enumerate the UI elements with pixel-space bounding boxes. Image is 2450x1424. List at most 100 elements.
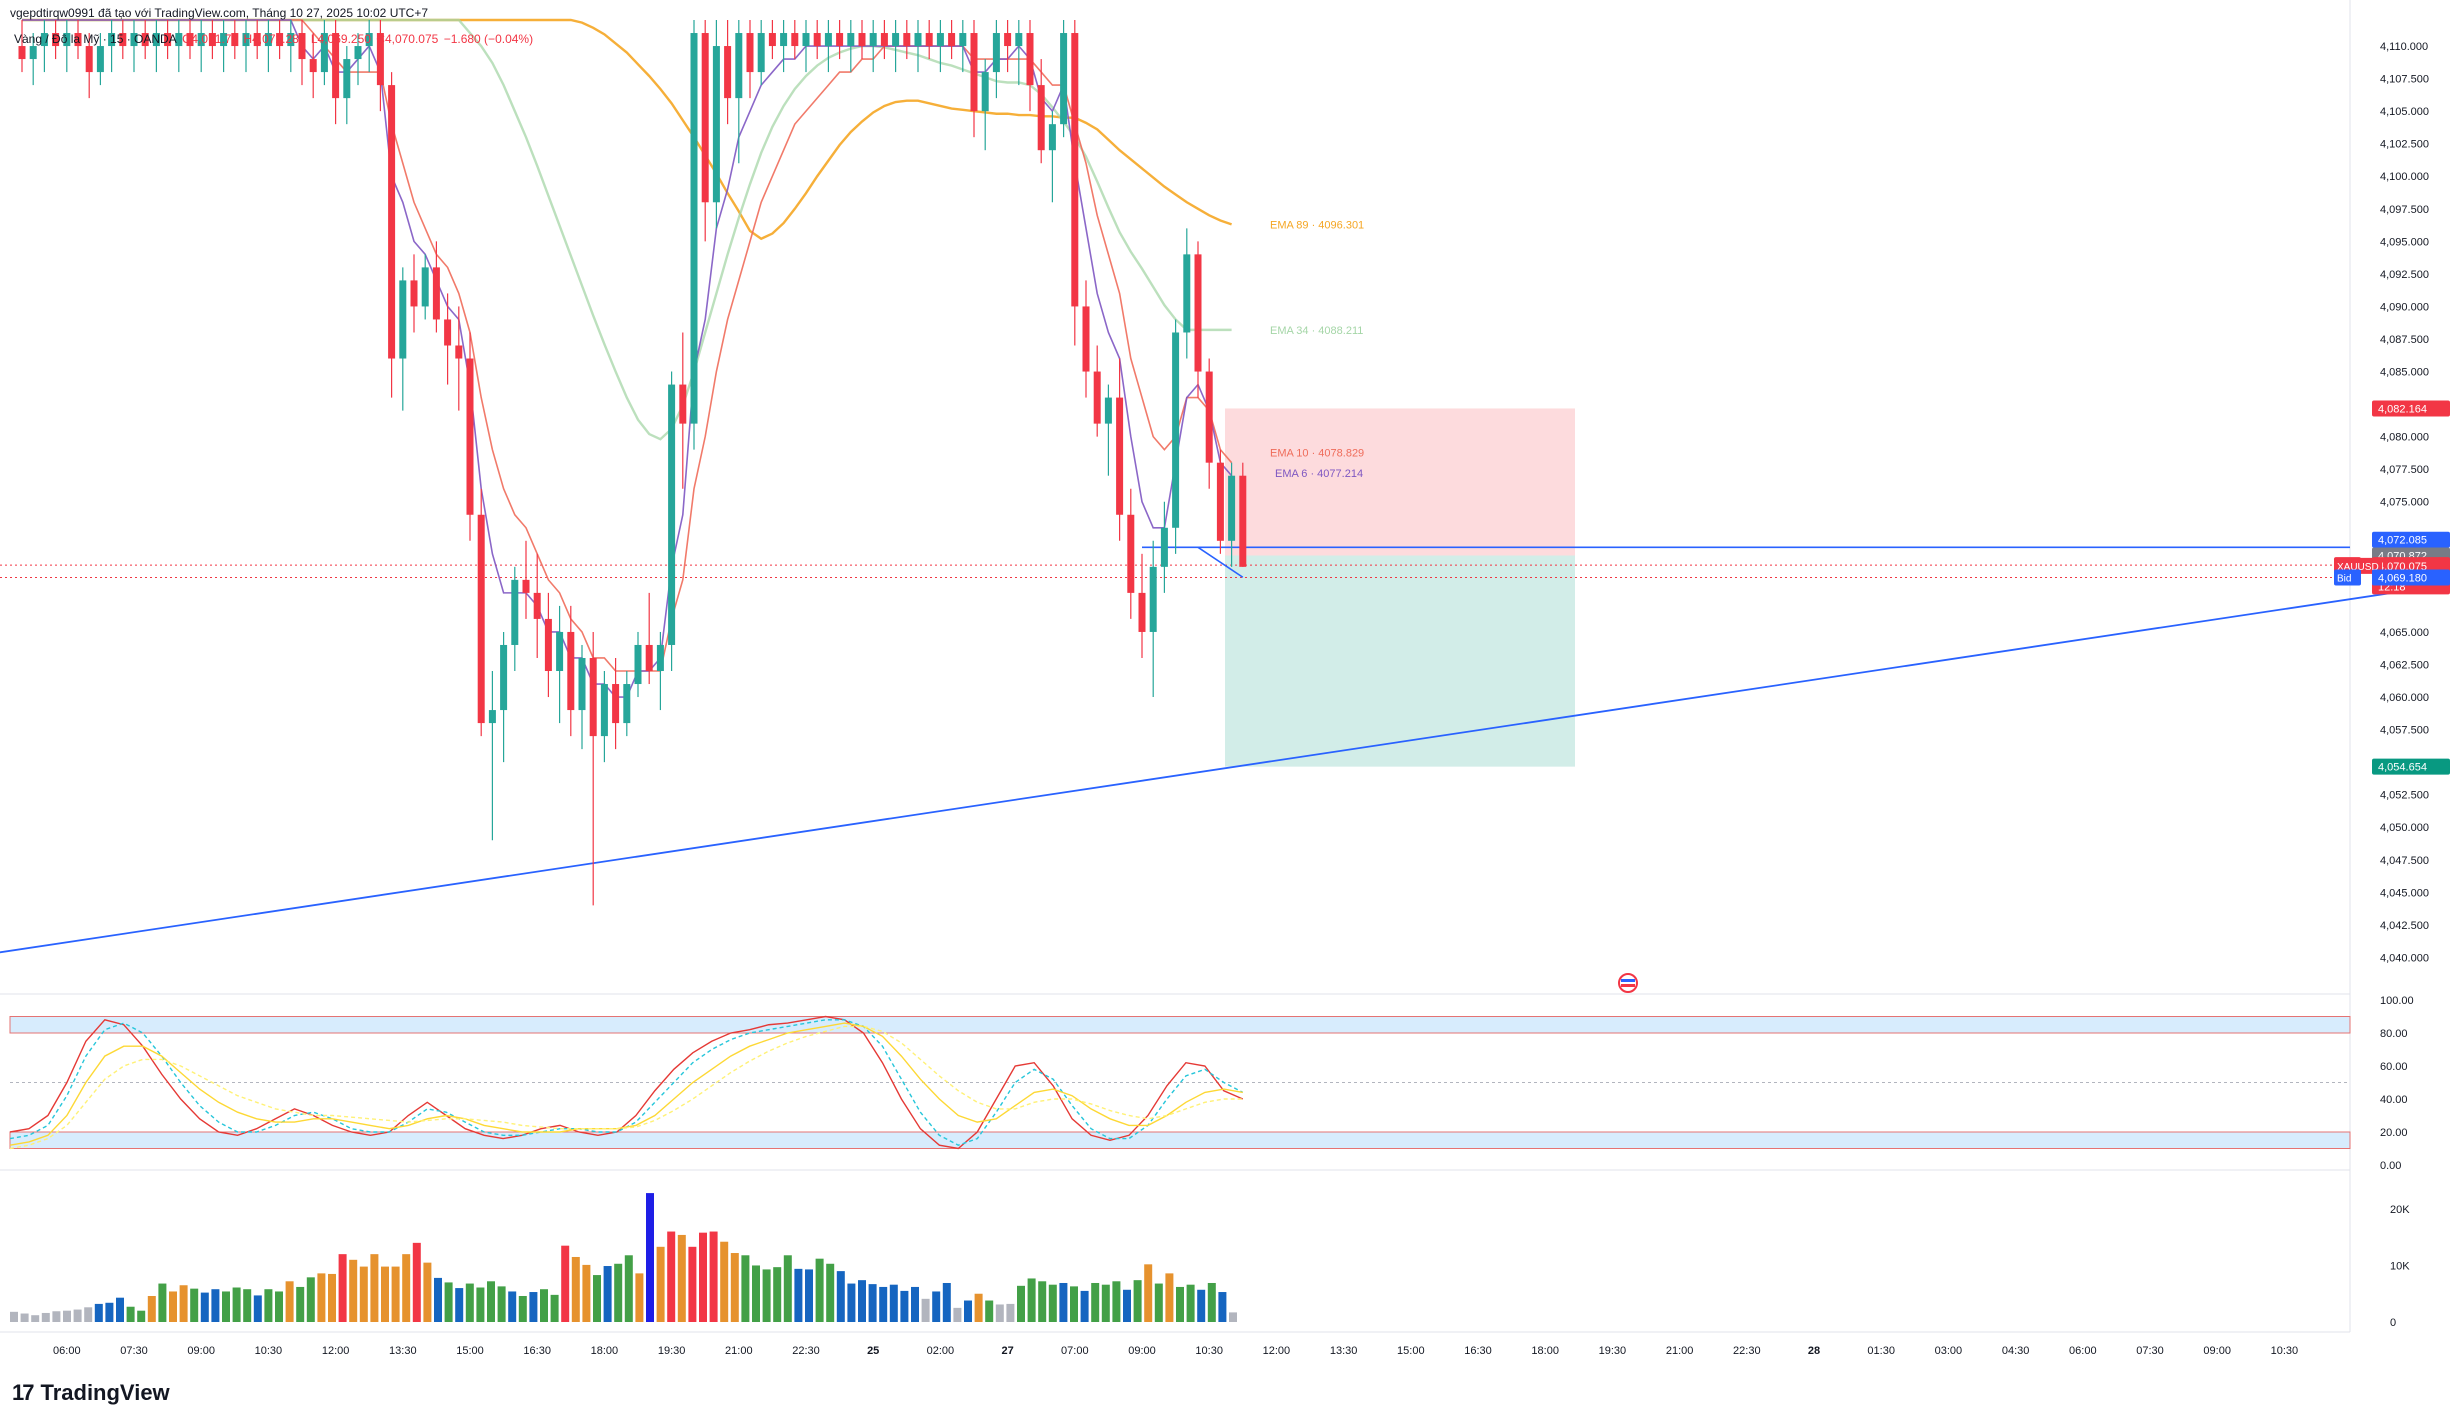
candle	[500, 644, 508, 711]
symbol-title[interactable]: Vàng / Đô la Mỹ · 15 · OANDA	[14, 32, 177, 46]
volume-bar	[105, 1302, 114, 1322]
volume-bar	[1080, 1290, 1089, 1322]
price-axis-label: 4,075.000	[2380, 497, 2429, 509]
candle	[63, 33, 71, 47]
price-axis-label: 4,062.500	[2380, 659, 2429, 671]
time-axis-label: 10:30	[2271, 1345, 2299, 1357]
price-tag: 4,072.085	[2378, 535, 2427, 547]
candle	[1071, 33, 1079, 307]
volume-bar	[593, 1275, 601, 1322]
candle	[253, 33, 261, 47]
candle	[791, 33, 799, 47]
price-axis-label: 4,040.000	[2380, 952, 2429, 964]
volume-bar	[116, 1297, 124, 1322]
candle	[746, 33, 754, 73]
candle	[197, 33, 205, 47]
candle	[96, 46, 104, 73]
volume-axis-label: 20K	[2390, 1204, 2410, 1216]
volume-bar	[1154, 1283, 1163, 1322]
volume-bar	[741, 1255, 750, 1322]
candle	[444, 319, 452, 346]
price-tag-label: XAUUSD	[2337, 562, 2379, 573]
candle	[757, 33, 765, 73]
time-axis-label: 09:00	[1128, 1345, 1156, 1357]
candle	[1116, 397, 1124, 515]
ohlc-low: L4,069.250	[310, 32, 371, 46]
volume-bar	[497, 1286, 506, 1322]
candle	[847, 33, 855, 47]
candle	[421, 267, 429, 307]
price-axis-label: 4,042.500	[2380, 920, 2429, 932]
volume-bar	[232, 1287, 241, 1322]
volume-bar	[1165, 1273, 1174, 1322]
volume-bar	[126, 1306, 135, 1322]
candle	[1093, 371, 1101, 424]
volume-bar	[476, 1287, 485, 1322]
volume-bar	[1006, 1303, 1015, 1322]
brand-name: TradingView	[40, 1380, 170, 1405]
time-axis-label: 09:00	[187, 1345, 215, 1357]
publisher-caption: vgepdtirqw0991 đã tạo với TradingView.co…	[10, 6, 429, 20]
candle	[264, 33, 272, 47]
time-axis-label: 12:00	[322, 1345, 350, 1357]
volume-bar	[275, 1291, 283, 1322]
stoch-band	[9, 1016, 2351, 1034]
time-axis-label: 25	[867, 1345, 879, 1357]
ohlc-close: C4,070.075	[376, 32, 439, 46]
volume-bar	[222, 1291, 230, 1322]
volume-bar	[328, 1273, 336, 1322]
volume-bar	[677, 1234, 686, 1322]
ema-label-2: EMA 34 · 4088.211	[1270, 325, 1363, 337]
volume-bar	[31, 1315, 40, 1322]
volume-bar	[667, 1231, 676, 1322]
candle	[175, 33, 183, 47]
volume-bar	[826, 1263, 835, 1322]
candle	[1172, 332, 1180, 528]
volume-bar	[699, 1232, 707, 1322]
volume-bar	[529, 1292, 538, 1322]
tradingview-brand[interactable]: 17 TradingView	[12, 1380, 170, 1406]
candle	[724, 46, 732, 99]
time-axis-label: 06:00	[53, 1345, 81, 1357]
volume-bar	[582, 1264, 591, 1322]
us-flag-event-icon-stripe	[1621, 979, 1635, 982]
candle	[276, 33, 284, 47]
volume-bar	[879, 1286, 888, 1322]
candle	[1026, 33, 1034, 86]
price-axis-label: 4,102.500	[2380, 139, 2429, 151]
volume-bar	[1197, 1289, 1206, 1322]
time-axis-label: 18:00	[1531, 1345, 1559, 1357]
candle	[780, 33, 788, 47]
volume-bar	[900, 1290, 909, 1322]
candle	[544, 618, 552, 672]
volume-bar	[1017, 1285, 1025, 1322]
volume-bar	[179, 1285, 188, 1322]
time-axis-label: 16:30	[1464, 1345, 1492, 1357]
volume-bar	[1123, 1289, 1131, 1322]
volume-bar	[836, 1271, 845, 1322]
volume-bar	[200, 1292, 209, 1322]
volume-bar	[52, 1311, 61, 1322]
ema-label-1: EMA 89 · 4096.301	[1270, 219, 1364, 231]
candle	[141, 33, 149, 47]
candle	[1104, 397, 1112, 424]
volume-bar	[858, 1280, 866, 1322]
candle	[432, 267, 440, 320]
ema-label-3: EMA 10 · 4078.829	[1270, 447, 1364, 459]
us-flag-event-icon-stripe	[1621, 984, 1635, 987]
volume-bar	[63, 1310, 71, 1322]
volume-bar	[1027, 1278, 1036, 1322]
price-change: −1.680 (−0.04%)	[443, 32, 534, 46]
candle	[533, 592, 541, 619]
price-axis-label: 4,085.000	[2380, 367, 2429, 379]
price-tag: 4,054.654	[2378, 762, 2427, 774]
price-axis-label: 4,057.500	[2380, 725, 2429, 737]
volume-bar	[942, 1282, 951, 1322]
candle	[354, 46, 362, 60]
volume-bar	[921, 1298, 930, 1322]
price-axis-label: 4,087.500	[2380, 334, 2429, 346]
volume-bar	[794, 1268, 803, 1322]
candle	[690, 33, 698, 424]
time-axis-label: 13:30	[1330, 1345, 1358, 1357]
